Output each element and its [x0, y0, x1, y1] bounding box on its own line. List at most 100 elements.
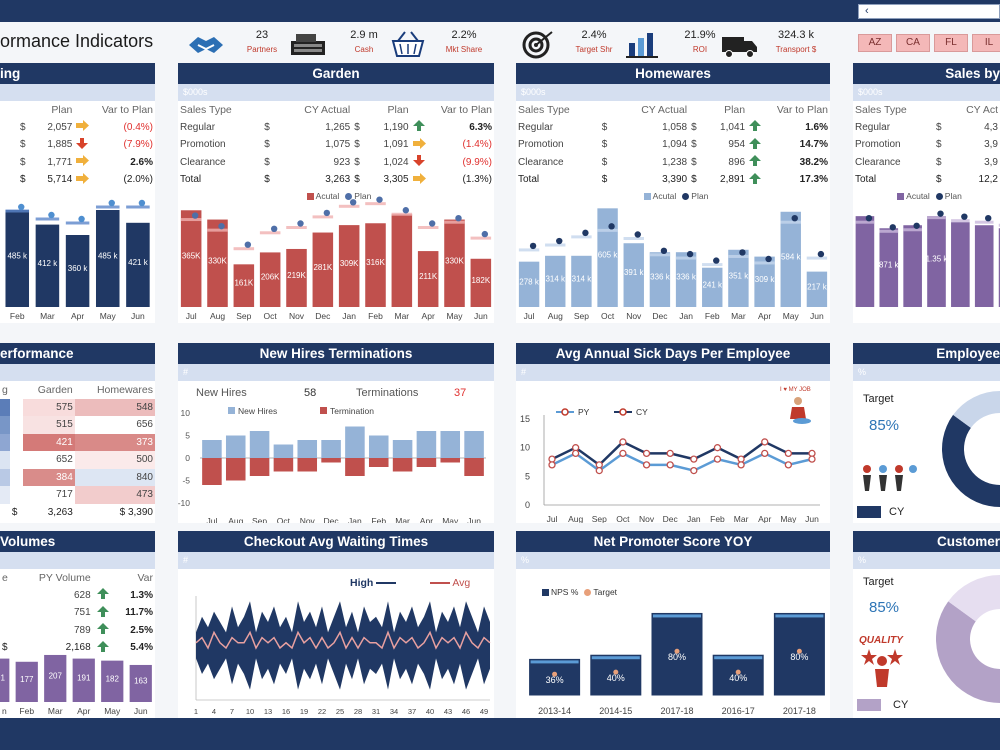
plan-line — [259, 231, 281, 235]
kpi-value: 324.3 k — [777, 29, 815, 41]
data-label: 80% — [790, 652, 808, 662]
table-row: 575 548 — [0, 398, 155, 416]
col-header: Plan — [51, 103, 73, 116]
data-label: 605 k — [598, 251, 619, 260]
plan-line — [95, 205, 120, 209]
table-row: 515 656 — [0, 416, 155, 434]
y-tick-label: -10 — [178, 498, 190, 508]
data-label: 80% — [668, 652, 686, 662]
state-button-fl[interactable]: FL — [934, 34, 968, 52]
state-button-ca[interactable]: CA — [896, 34, 930, 52]
data-label: 412 k — [38, 259, 59, 268]
data-label: 241 k — [702, 280, 723, 289]
target-value: 85% — [869, 599, 900, 616]
panel-title: Homewares — [516, 63, 830, 84]
data-point — [642, 461, 651, 469]
bar-termination — [273, 458, 294, 472]
data-label: 309 k — [755, 275, 776, 284]
target-line — [714, 656, 763, 660]
team-celebration-icon — [863, 465, 917, 491]
garden-table: Sales Type CY Actual Plan Var to Plan Regul… — [178, 101, 494, 189]
volumes-table: e PY Volume Var 628 1.3% 751 11.7% 789 2.5% $… — [0, 569, 155, 657]
table-row: Promotion $1,075 $1,091 (1.4%) — [180, 137, 492, 151]
table-row: 652 500 — [0, 451, 155, 469]
table-row: 717 473 — [0, 486, 155, 504]
handshake-icon — [189, 37, 223, 53]
panel-title: Garden — [178, 63, 494, 84]
arrow-down-icon — [412, 155, 425, 169]
bar — [623, 243, 644, 307]
panel-subtitle: $000s — [178, 84, 494, 101]
customer-donut-chart — [936, 575, 1000, 703]
panel-subtitle: # — [178, 552, 494, 569]
chart-legend: Acutal Plan — [516, 191, 830, 203]
legend-swatch — [857, 699, 881, 711]
data-point — [619, 449, 627, 458]
x-tick-label: Jul — [186, 311, 197, 321]
plan-line — [623, 237, 644, 241]
table-row-total: $5,714 (2.0%) — [20, 172, 153, 187]
plan-dot — [18, 203, 25, 211]
new-hires-label: New Hires — [196, 387, 247, 399]
x-tick-label: 43 — [444, 707, 452, 716]
bar — [649, 252, 671, 307]
bar-termination — [392, 458, 413, 472]
data-label: 309K — [340, 259, 359, 268]
plan-dot — [937, 210, 944, 217]
data-point — [571, 449, 580, 458]
x-tick-label: Jan — [342, 311, 356, 321]
homewares-bar-chart: 278 k Jul 314 k Aug 314 k Sep 605 k Oct 391 k Nov… — [518, 208, 828, 321]
panel-title: Net Promoter Score YOY — [516, 531, 830, 552]
x-tick-label: Oct — [277, 516, 291, 523]
data-point — [713, 444, 722, 452]
legend-high: High — [350, 577, 397, 589]
legend-marker — [619, 408, 627, 416]
bar — [879, 228, 899, 307]
y-tick-label: 10 — [181, 408, 191, 418]
arrow-up-icon — [97, 588, 110, 602]
x-tick-label: May — [104, 706, 121, 716]
bar — [518, 261, 540, 307]
data-label: 191 — [0, 673, 5, 682]
sales-table: Plan Var to Plan $2,057 (0.4%) $1,885 (7.9%… — [0, 101, 155, 189]
data-label: 316K — [366, 258, 385, 267]
bar-termination — [297, 458, 318, 472]
bar-new-hires — [273, 444, 294, 458]
plan-dot — [556, 237, 563, 245]
y-tick-label: -5 — [182, 476, 190, 486]
x-tick-label: Aug — [228, 516, 243, 523]
series-avg — [195, 630, 491, 650]
bar — [855, 216, 875, 307]
x-tick-label: Sep — [252, 516, 267, 523]
y-tick-label: 0 — [185, 453, 190, 463]
shopping-basket-icon — [391, 31, 425, 57]
table-row: Clearance $923 $1,024 (9.9%) — [180, 155, 492, 169]
data-label: 206K — [261, 273, 280, 282]
data-label: 871 k — [879, 261, 900, 270]
legend-label: Termination — [330, 406, 374, 416]
state-button-il[interactable]: IL — [972, 34, 1000, 52]
x-tick-label: Apr — [758, 514, 771, 523]
plan-line — [518, 248, 540, 252]
arrow-right-icon — [76, 172, 90, 187]
scroll-left-button[interactable]: ‹ — [858, 4, 1000, 19]
bar — [545, 255, 566, 307]
panel-subtitle: % — [853, 364, 1000, 381]
data-label: 161K — [234, 279, 253, 288]
state-button-az[interactable]: AZ — [858, 34, 892, 52]
data-label: 360 k — [68, 264, 89, 273]
chart-legend: NPS % Target — [536, 587, 617, 597]
plan-dot — [108, 199, 115, 207]
plan-line — [927, 216, 946, 220]
x-tick-label: Feb — [705, 311, 720, 321]
panel-title: New Hires Terminations — [178, 343, 494, 364]
panel-employee: Employee % Target 85% CY — [853, 343, 1000, 523]
panel-new-hires: New Hires Terminations # New Hires 58 Te… — [178, 343, 494, 523]
plan-dot — [78, 215, 85, 223]
panel-subtitle: $000s — [853, 84, 1000, 101]
bar — [780, 211, 801, 307]
x-tick-label: Oct — [264, 311, 278, 321]
x-tick-label: 10 — [246, 707, 254, 716]
bar — [650, 611, 704, 697]
